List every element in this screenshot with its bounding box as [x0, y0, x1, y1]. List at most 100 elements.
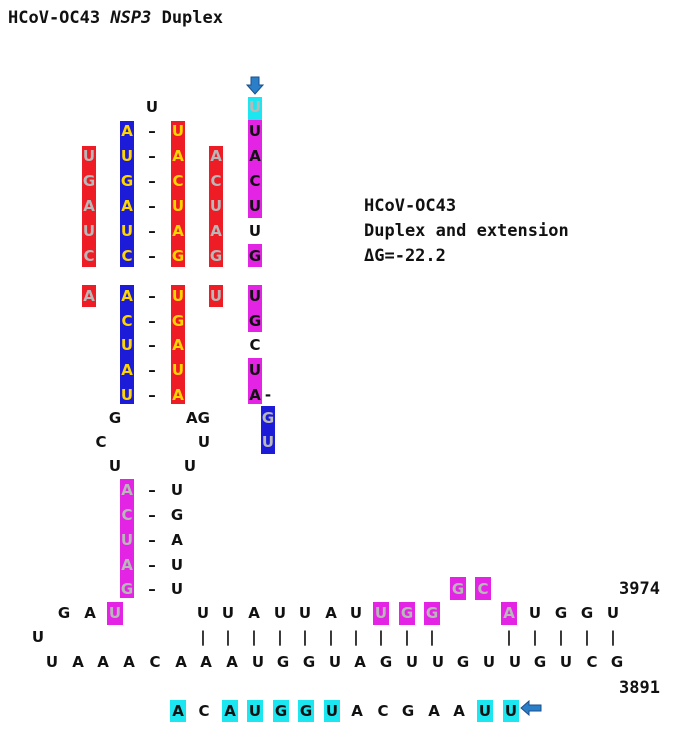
mrna-top-nucleotide: U	[528, 604, 542, 622]
mrna-bottom-nucleotide: G	[456, 653, 470, 671]
stem-nucleotide: C	[121, 247, 133, 265]
mirna-nucleotide: G	[401, 702, 415, 720]
stem-nucleotide: A	[121, 287, 133, 305]
mrna-bend-nucleotide: U	[31, 628, 45, 646]
mrna-bottom-nucleotide: U	[508, 653, 522, 671]
stem-nucleotide: U	[120, 147, 134, 165]
mrna-bottom-nucleotide: A	[97, 653, 109, 671]
stem-nucleotide: G	[248, 312, 262, 330]
mirna-nucleotide: C	[198, 702, 210, 720]
mirna-nucleotide: U	[325, 702, 339, 720]
stem-nucleotide: G	[171, 247, 185, 265]
stem-nucleotide: U	[209, 197, 223, 215]
mrna-top-nucleotide: U	[606, 604, 620, 622]
mirna-nucleotide: A	[453, 702, 465, 720]
stem-nucleotide: A	[172, 386, 184, 404]
lower-stem-nucleotide: G	[170, 506, 184, 524]
mrna-bottom-nucleotide: U	[482, 653, 496, 671]
position-3974: 3974	[619, 579, 660, 599]
highlight-bar	[503, 700, 519, 722]
stem-nucleotide: G	[120, 172, 134, 190]
stem-nucleotide: U	[120, 222, 134, 240]
pair-bar: |	[378, 628, 384, 646]
stem-nucleotide: U	[82, 222, 96, 240]
mrna-top-nucleotide: A	[248, 604, 260, 622]
mrna-top-nucleotide: G	[400, 604, 414, 622]
stem-nucleotide: U	[145, 98, 159, 116]
mrna-bottom-nucleotide: U	[405, 653, 419, 671]
pair-bar: |	[506, 628, 512, 646]
stem-nucleotide: C	[121, 312, 133, 330]
stem-nucleotide: C	[249, 336, 261, 354]
mrna-bottom-nucleotide: U	[251, 653, 265, 671]
highlight-bar	[261, 406, 275, 454]
highlight-bar	[209, 146, 223, 267]
stem-nucleotide: U	[248, 197, 262, 215]
mrna-bottom-nucleotide: U	[328, 653, 342, 671]
loop-nucleotide: U	[108, 457, 122, 475]
stem-nucleotide: A	[249, 386, 261, 404]
stem-nucleotide: A	[121, 361, 133, 379]
mirna-nucleotide: G	[274, 702, 288, 720]
lower-stem-nucleotide: A	[121, 481, 133, 499]
mirna-nucleotide: A	[428, 702, 440, 720]
stem-nucleotide: U	[248, 222, 262, 240]
mrna-bottom-nucleotide: G	[276, 653, 290, 671]
pair-bar: |	[277, 628, 283, 646]
highlight-bar	[170, 700, 186, 722]
mirna-nucleotide: G	[299, 702, 313, 720]
highlight-bar	[248, 358, 262, 404]
pair-bar: |	[200, 628, 206, 646]
stem-nucleotide: A	[121, 197, 133, 215]
mrna-bottom-nucleotide: A	[175, 653, 187, 671]
lower-stem-nucleotide: G	[120, 580, 134, 598]
stem-nucleotide: G	[82, 172, 96, 190]
extension-nucleotide: U	[261, 433, 275, 451]
mrna-bottom-nucleotide: G	[302, 653, 316, 671]
mrna-top-nucleotide: A	[503, 604, 515, 622]
diagram-title: HCoV-OC43 NSP3 Duplex	[8, 8, 223, 28]
title-virus: HCoV-OC43	[8, 8, 101, 28]
pair-dash: –	[148, 556, 156, 574]
highlight-bar	[248, 244, 262, 267]
highlight-bar	[107, 602, 123, 625]
title-gene: NSP3	[110, 8, 152, 28]
highlight-bar	[209, 285, 223, 307]
loop-nucleotide: U	[197, 433, 211, 451]
stem-nucleotide: A	[172, 147, 184, 165]
stem-nucleotide: U	[120, 336, 134, 354]
highlight-bar	[120, 285, 134, 404]
stem-nucleotide: U	[82, 147, 96, 165]
mirna-nucleotide: U	[478, 702, 492, 720]
mrna-top-nucleotide: G	[57, 604, 71, 622]
pair-bar: |	[558, 628, 564, 646]
mrna-top-nucleotide: G	[554, 604, 568, 622]
highlight-bar	[475, 577, 491, 600]
stem-nucleotide: C	[249, 172, 261, 190]
stem-nucleotide: A	[249, 147, 261, 165]
mirna-nucleotide: A	[224, 702, 236, 720]
stem-nucleotide: C	[210, 172, 222, 190]
mrna-bottom-nucleotide: G	[379, 653, 393, 671]
mrna-bottom-nucleotide: G	[610, 653, 624, 671]
stem-nucleotide: A	[83, 197, 95, 215]
pair-bar: |	[429, 628, 435, 646]
stem-nucleotide: U	[171, 197, 185, 215]
mrna-top-nucleotide: U	[196, 604, 210, 622]
stem-nucleotide: U	[120, 386, 134, 404]
mrna-bottom-nucleotide: C	[149, 653, 161, 671]
mrna-bottom-nucleotide: G	[533, 653, 547, 671]
mrna-top-nucleotide: U	[298, 604, 312, 622]
lower-stem-nucleotide: U	[170, 556, 184, 574]
mirna-nucleotide: U	[248, 702, 262, 720]
stem-nucleotide: U	[171, 122, 185, 140]
info-description: Duplex and extension	[364, 221, 569, 241]
pair-dash: –	[148, 506, 156, 524]
stem-nucleotide: A	[210, 222, 222, 240]
info-delta-g: ΔG=-22.2	[364, 246, 446, 266]
mrna-bottom-nucleotide: A	[72, 653, 84, 671]
pair-dash: –	[148, 122, 156, 140]
loop-nucleotide: C	[95, 433, 107, 451]
loop-nucleotide: AG	[186, 409, 210, 427]
highlight-bar	[82, 146, 96, 267]
